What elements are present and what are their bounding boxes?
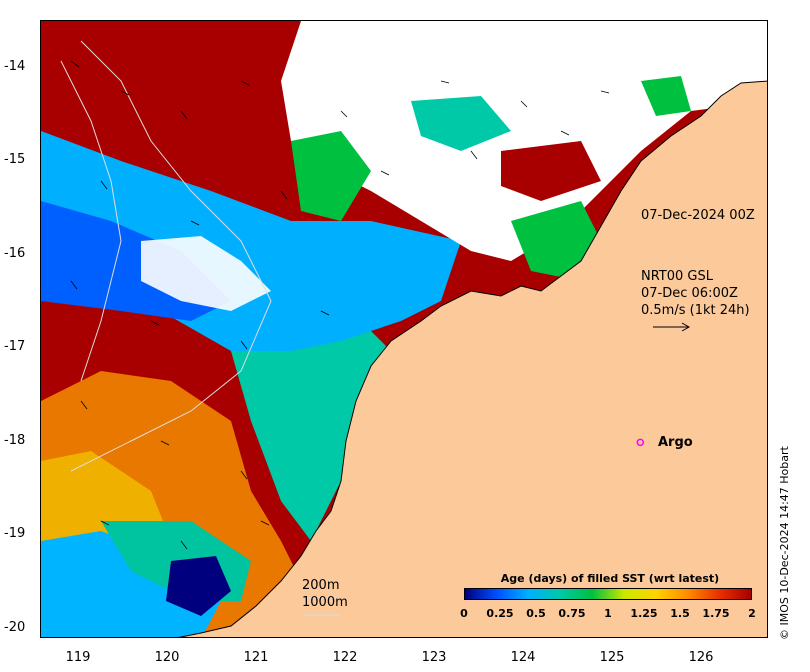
land-mass	[178, 80, 767, 637]
legend-colorbar	[464, 588, 752, 600]
y-tick-label: -17	[4, 339, 26, 354]
legend-tick: 1.25	[630, 607, 658, 620]
x-tick-label: 122	[332, 650, 358, 665]
x-tick-label: 119	[65, 650, 91, 665]
contour-1000m	[60, 60, 122, 382]
legend-tick: 0.25	[486, 607, 514, 620]
x-tick-label: 123	[421, 650, 447, 665]
legend-tick: 0	[460, 607, 468, 620]
scale-arrow	[653, 322, 691, 332]
legend-tick: 0.5	[526, 607, 546, 620]
sst-region-teal-central	[231, 321, 401, 541]
depth-1000-label: 1000m	[302, 595, 348, 610]
sst-region-green-north	[291, 131, 371, 221]
sst-region-green-ne	[641, 76, 691, 116]
legend-tick: 1.75	[702, 607, 730, 620]
sst-region-darkred-coast	[501, 141, 601, 201]
y-tick-label: -20	[4, 620, 26, 635]
sst-region-green-coast	[511, 201, 601, 281]
depth-200-label: 200m	[302, 578, 340, 593]
x-tick-label: 125	[599, 650, 625, 665]
legend-tick: 1	[604, 607, 612, 620]
y-tick-label: -16	[4, 246, 26, 261]
current-time-label: 07-Dec 06:00Z	[641, 286, 738, 301]
y-tick-label: -15	[4, 152, 26, 167]
x-tick-label: 126	[688, 650, 714, 665]
legend-title: Age (days) of filled SST (wrt latest)	[500, 572, 720, 585]
credit-text: © IMOS 10-Dec-2024 14:47 Hobart	[778, 446, 791, 640]
timestamp-label: 07-Dec-2024 00Z	[641, 208, 755, 223]
legend-tick: 0.75	[558, 607, 586, 620]
contour-200m	[70, 40, 272, 472]
current-source-label: NRT00 GSL	[641, 269, 713, 284]
x-tick-label: 121	[243, 650, 269, 665]
scale-label: 0.5m/s (1kt 24h)	[641, 303, 750, 318]
legend-tick: 1.5	[670, 607, 690, 620]
legend-tick: 2	[748, 607, 756, 620]
y-tick-label: -19	[4, 526, 26, 541]
age-legend: Age (days) of filled SST (wrt latest) 0 …	[460, 572, 760, 622]
y-tick-label: -14	[4, 59, 26, 74]
sst-region-teal-ne	[411, 96, 511, 151]
sst-map[interactable]	[40, 20, 768, 638]
sst-region-cyan-south	[41, 531, 221, 637]
x-tick-label: 124	[510, 650, 536, 665]
sst-region-navy	[166, 556, 231, 616]
x-tick-label: 120	[154, 650, 180, 665]
argo-label: Argo	[658, 435, 693, 450]
cloud-patch-west	[141, 236, 271, 311]
current-vectors	[70, 60, 610, 550]
argo-marker	[636, 438, 645, 447]
y-tick-label: -18	[4, 433, 26, 448]
